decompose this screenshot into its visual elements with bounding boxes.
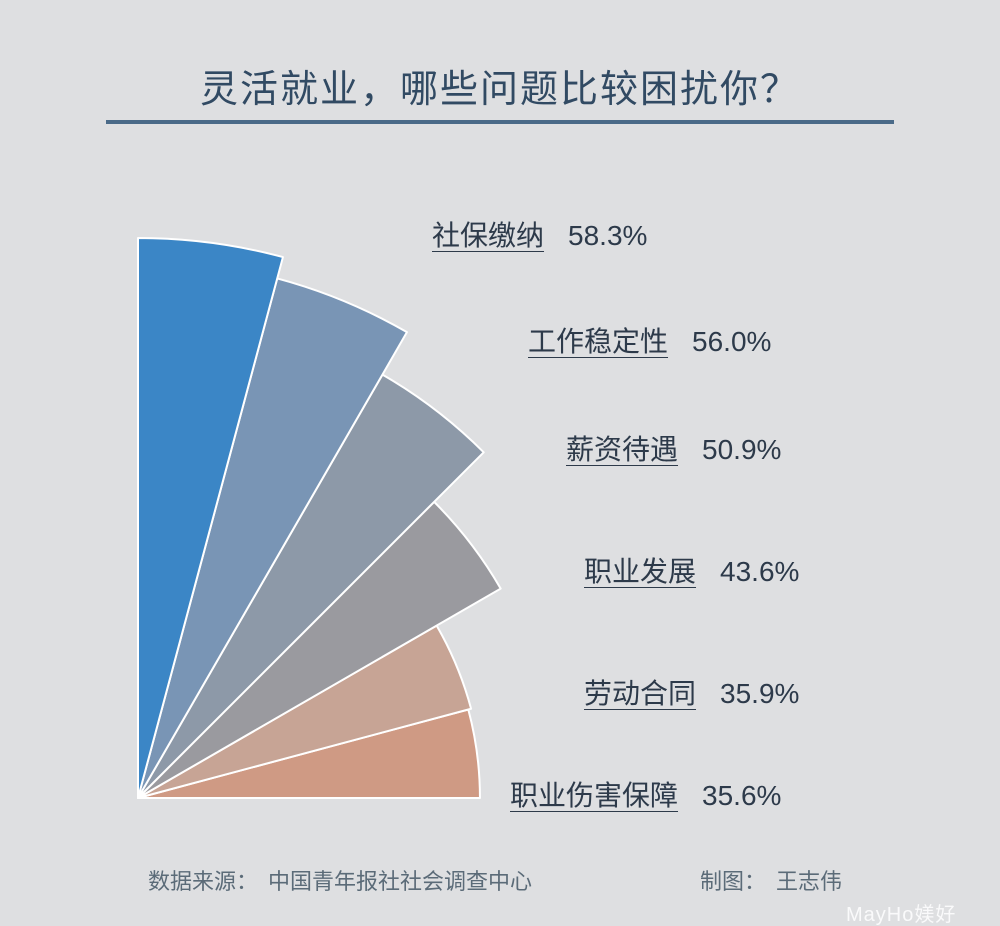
slice-label: 薪资待遇 bbox=[566, 428, 678, 468]
credit-label: 制图： bbox=[700, 864, 766, 896]
slice-row-0: 社保缴纳 58.3% bbox=[432, 214, 647, 254]
slice-value: 58.3% bbox=[568, 220, 647, 252]
slice-label: 社保缴纳 bbox=[432, 214, 544, 254]
source-value: 中国青年报社社会调查中心 bbox=[268, 864, 532, 896]
slice-row-4: 劳动合同 35.9% bbox=[584, 672, 799, 712]
slice-label: 劳动合同 bbox=[584, 672, 696, 712]
footer-source: 数据来源： 中国青年报社社会调查中心 bbox=[148, 864, 532, 896]
slice-value: 56.0% bbox=[692, 326, 771, 358]
slice-row-5: 职业伤害保障 35.6% bbox=[510, 774, 781, 814]
fan-chart bbox=[0, 0, 1000, 926]
slice-row-1: 工作稳定性 56.0% bbox=[528, 320, 771, 360]
slice-value: 43.6% bbox=[720, 556, 799, 588]
slice-label: 职业发展 bbox=[584, 550, 696, 590]
credit-value: 王志伟 bbox=[776, 864, 842, 896]
slice-value: 35.6% bbox=[702, 780, 781, 812]
slice-row-3: 职业发展 43.6% bbox=[584, 550, 799, 590]
slice-value: 50.9% bbox=[702, 434, 781, 466]
source-label: 数据来源： bbox=[148, 864, 258, 896]
footer-credit: 制图： 王志伟 bbox=[700, 864, 842, 896]
slice-label: 职业伤害保障 bbox=[510, 774, 678, 814]
slice-label: 工作稳定性 bbox=[528, 320, 668, 360]
slice-row-2: 薪资待遇 50.9% bbox=[566, 428, 781, 468]
slice-value: 35.9% bbox=[720, 678, 799, 710]
watermark: MayHo媄好 bbox=[846, 898, 956, 926]
